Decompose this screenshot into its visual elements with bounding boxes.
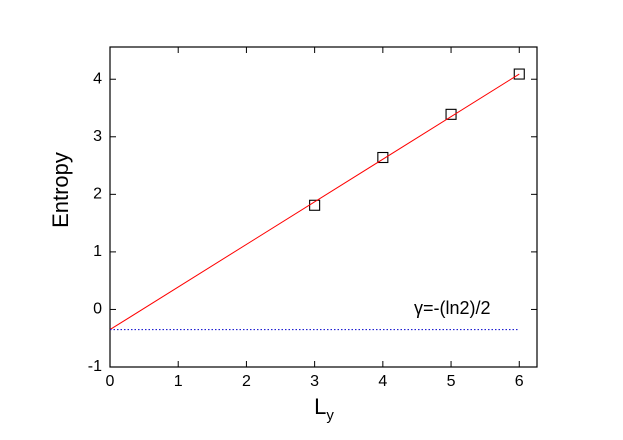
y-tick-label: -1: [88, 358, 102, 375]
x-tick-label: 1: [174, 373, 183, 390]
y-tick-label: 1: [93, 243, 102, 260]
x-tick-label: 2: [242, 373, 251, 390]
y-tick-label: 0: [93, 301, 102, 318]
x-tick-label: 0: [106, 373, 115, 390]
y-tick-label: 4: [93, 70, 102, 87]
x-tick-label: 4: [378, 373, 387, 390]
plot-frame: [109, 46, 538, 368]
y-tick-label: 2: [93, 186, 102, 203]
data-point: [513, 68, 525, 80]
data-point: [377, 151, 389, 164]
annotation: γ=-(ln2)/2: [414, 298, 491, 318]
y-tick-label: 3: [93, 128, 102, 145]
data-point: [445, 108, 457, 120]
y-axis-label: Entropy: [48, 152, 73, 228]
x-axis-label-main: L: [314, 394, 326, 419]
x-axis-label-subscript: y: [326, 407, 334, 424]
x-axis-label: Ly: [314, 394, 334, 424]
x-tick-label: 5: [447, 373, 456, 390]
x-tick-label: 3: [310, 373, 319, 390]
x-tick-label: 6: [515, 373, 524, 390]
fit-line: [109, 73, 520, 331]
